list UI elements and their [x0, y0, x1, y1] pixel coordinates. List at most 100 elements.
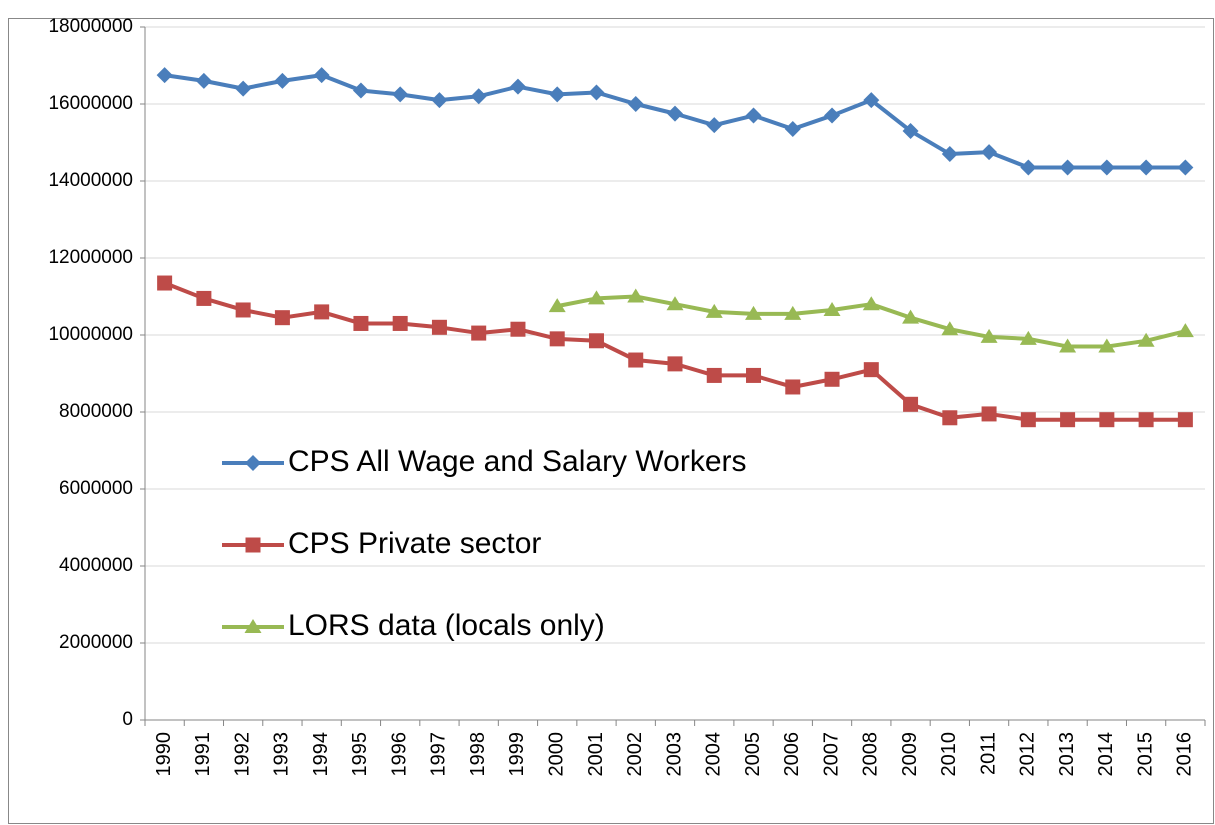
point [548, 298, 566, 313]
legend-label: CPS All Wage and Salary Workers [288, 445, 747, 478]
point [1099, 412, 1115, 428]
point [1138, 159, 1155, 176]
point [941, 146, 958, 163]
point [862, 296, 880, 311]
x-tick-label: 1992 [231, 732, 253, 777]
point [352, 82, 369, 99]
point [274, 72, 291, 89]
point [549, 86, 566, 103]
point [863, 362, 879, 378]
x-tick-label: 1996 [388, 732, 410, 777]
point [471, 325, 487, 341]
x-tick-label: 2004 [703, 732, 725, 777]
y-tick-label: 8000000 [59, 401, 133, 422]
point [628, 352, 644, 368]
legend-label: LORS data (locals only) [288, 609, 605, 642]
x-tick-label: 1993 [271, 732, 293, 777]
point [245, 455, 261, 471]
point [1059, 338, 1077, 353]
point [392, 86, 409, 103]
point [587, 290, 605, 305]
point [863, 92, 880, 109]
x-tick-label: 1995 [349, 732, 371, 777]
point [1137, 332, 1155, 347]
x-tick-label: 2016 [1174, 732, 1196, 777]
x-tick-label: 2007 [820, 732, 842, 777]
point [510, 321, 526, 337]
point [1177, 159, 1194, 176]
point [903, 396, 919, 412]
point [353, 315, 369, 331]
point [313, 67, 330, 84]
x-tick-label: 2005 [742, 732, 764, 777]
point [235, 80, 252, 97]
x-tick-label: 2013 [1056, 732, 1078, 777]
point [392, 315, 408, 331]
point [1020, 159, 1037, 176]
x-tick-label: 1990 [153, 732, 175, 777]
point [667, 105, 683, 122]
point [1098, 159, 1115, 176]
x-tick-label: 2009 [899, 732, 921, 777]
point [823, 301, 841, 316]
point [549, 331, 565, 347]
point [745, 107, 762, 124]
point [244, 619, 262, 633]
y-tick-label: 16000000 [48, 93, 133, 114]
x-tick-label: 1994 [310, 732, 332, 777]
x-tick-label: 2011 [977, 732, 999, 775]
x-tick-label: 2008 [860, 732, 882, 777]
point [470, 88, 487, 105]
point [196, 290, 212, 306]
point [431, 319, 447, 335]
point [431, 92, 448, 109]
point [745, 305, 763, 320]
point [1138, 412, 1154, 428]
point [588, 84, 605, 101]
y-tick-label: 10000000 [48, 324, 133, 345]
x-tick-label: 1998 [467, 732, 489, 777]
point [274, 310, 290, 326]
point [1176, 323, 1194, 338]
y-tick-label: 2000000 [59, 632, 133, 653]
y-tick-label: 18000000 [48, 16, 133, 37]
point [746, 367, 762, 383]
point [666, 296, 684, 311]
x-tick-label: 2012 [1017, 732, 1039, 777]
point [902, 122, 919, 139]
point [627, 96, 644, 112]
point [509, 78, 526, 95]
y-tick-label: 12000000 [48, 247, 133, 268]
point [1060, 412, 1076, 428]
point [824, 107, 841, 124]
point [824, 371, 840, 387]
x-tick-label: 1991 [192, 732, 214, 777]
x-tick-label: 2002 [624, 732, 646, 777]
point [902, 309, 920, 324]
point [588, 333, 604, 349]
point [705, 303, 723, 318]
point [941, 321, 959, 336]
point [1059, 159, 1076, 176]
point [784, 305, 802, 320]
point [157, 275, 173, 291]
point [1019, 330, 1037, 345]
y-tick-label: 6000000 [59, 478, 133, 499]
x-tick-label: 2014 [1095, 732, 1117, 777]
point [195, 72, 212, 89]
x-tick-label: 2015 [1134, 732, 1156, 777]
y-tick-label: 4000000 [59, 555, 133, 576]
x-tick-label: 2003 [663, 732, 685, 777]
x-tick-label: 2006 [781, 732, 803, 777]
x-tick-label: 1997 [428, 732, 450, 777]
point [980, 328, 998, 343]
point [784, 121, 801, 138]
point [942, 410, 958, 426]
point [667, 356, 683, 372]
point [706, 367, 722, 383]
point [1098, 338, 1116, 353]
x-tick-label: 2000 [546, 732, 568, 777]
x-tick-label: 1999 [506, 732, 528, 777]
